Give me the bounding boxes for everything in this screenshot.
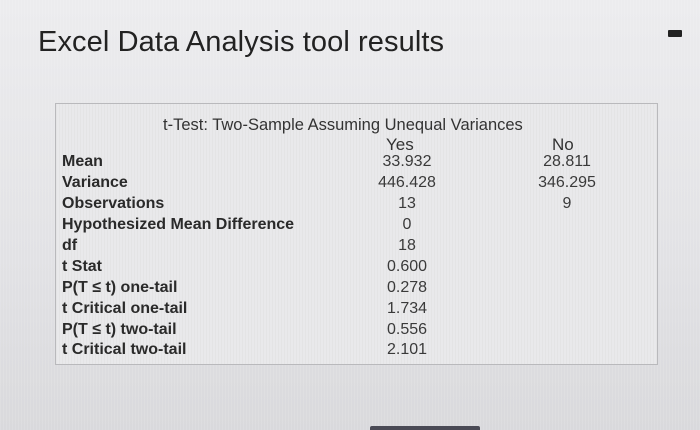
value-yes: 33.932 (382, 153, 432, 170)
value-no: 346.295 (538, 174, 596, 191)
row-label: P(T ≤ t) one-tail (62, 279, 178, 296)
results-panel (55, 103, 658, 365)
value-yes: 0.278 (386, 279, 428, 296)
table-row: Mean 33.932 28.811 (62, 152, 622, 172)
table-row: Variance 446.428 346.295 (62, 173, 622, 193)
value-yes: 0.556 (386, 321, 428, 338)
bottom-bar (370, 426, 480, 430)
value-yes: 2.101 (386, 341, 428, 358)
row-label: Variance (62, 174, 128, 191)
column-header-yes: Yes (386, 135, 414, 154)
table-row: P(T ≤ t) two-tail 0.556 (62, 320, 622, 340)
row-label: Observations (62, 195, 165, 212)
table-row: t Critical one-tail 1.734 (62, 299, 622, 319)
table-row: t Stat 0.600 (62, 257, 622, 277)
value-no: 28.811 (543, 153, 591, 170)
table-row: df 18 (62, 236, 622, 256)
row-label: t Critical two-tail (62, 341, 187, 358)
table-row: Hypothesized Mean Difference 0 (62, 215, 622, 235)
value-yes: 1.734 (386, 300, 428, 317)
row-label: t Stat (62, 258, 102, 275)
row-label: Hypothesized Mean Difference (62, 216, 295, 233)
corner-mark (668, 30, 682, 37)
value-yes: 0 (402, 216, 412, 233)
row-label: P(T ≤ t) two-tail (62, 321, 177, 338)
page-title: Excel Data Analysis tool results (38, 26, 445, 58)
value-yes: 13 (398, 195, 416, 212)
value-yes: 446.428 (378, 174, 436, 191)
table-row: Observations 13 9 (62, 194, 622, 214)
value-yes: 18 (398, 237, 416, 254)
table-row: P(T ≤ t) one-tail 0.278 (62, 278, 622, 298)
row-label: df (62, 237, 78, 254)
table-caption: t-Test: Two-Sample Assuming Unequal Vari… (163, 116, 523, 134)
value-no: 9 (562, 195, 572, 212)
row-label: t Critical one-tail (62, 300, 188, 317)
row-label: Mean (62, 153, 103, 170)
column-header-no: No (552, 135, 574, 154)
table-row: t Critical two-tail 2.101 (62, 340, 622, 360)
value-yes: 0.600 (386, 258, 428, 275)
